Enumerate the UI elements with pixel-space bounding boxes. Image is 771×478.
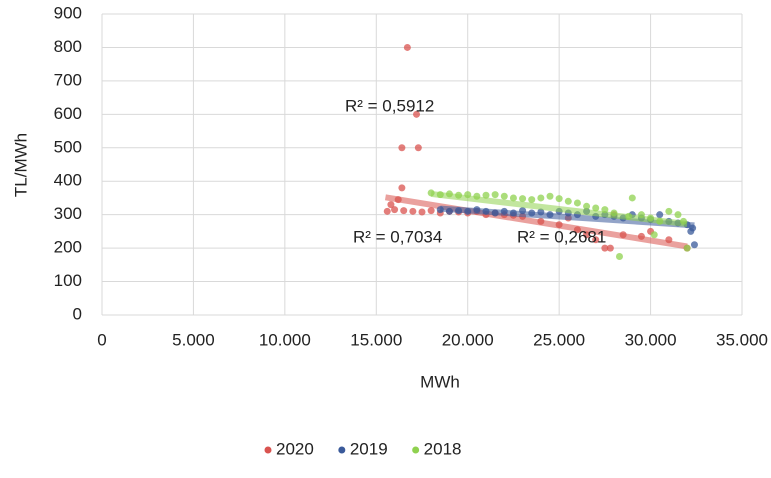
point (400, 207, 408, 215)
y-tick-label: 600 (54, 104, 82, 123)
y-tick-label: 400 (54, 171, 82, 190)
y-tick-label: 700 (54, 70, 82, 89)
point (690, 241, 698, 249)
legend-marker (412, 446, 420, 454)
point (592, 236, 600, 244)
legend-label: 2020 (276, 439, 314, 458)
x-tick-label: 5.000 (172, 330, 215, 349)
annotation: R² = 0,2681 (517, 227, 606, 246)
x-tick-label: 25.000 (533, 330, 585, 349)
point (687, 227, 695, 235)
point (403, 43, 411, 51)
point (500, 192, 508, 200)
x-tick-label: 10.000 (259, 330, 311, 349)
y-tick-label: 500 (54, 137, 82, 156)
y-tick-label: 800 (54, 37, 82, 56)
point (650, 231, 658, 239)
y-tick-label: 100 (54, 271, 82, 290)
point (519, 195, 527, 203)
annotation: R² = 0,5912 (345, 96, 434, 115)
y-tick-label: 300 (54, 204, 82, 223)
point (656, 211, 664, 219)
point (387, 201, 395, 209)
annotation: R² = 0,7034 (353, 227, 442, 246)
y-tick-label: 0 (73, 304, 82, 323)
point (628, 194, 636, 202)
x-tick-label: 30.000 (625, 330, 677, 349)
point (491, 191, 499, 199)
point (398, 184, 406, 192)
point (482, 191, 490, 199)
point (546, 192, 554, 200)
legend-label: 2018 (424, 439, 462, 458)
legend-marker (338, 446, 346, 454)
legend-marker (264, 446, 272, 454)
point (391, 206, 399, 214)
x-tick-label: 15.000 (350, 330, 402, 349)
point (509, 194, 517, 202)
point (601, 244, 609, 252)
x-tick-label: 35.000 (716, 330, 768, 349)
point (414, 144, 422, 152)
point (606, 244, 614, 252)
point (592, 204, 600, 212)
point (674, 211, 682, 219)
point (409, 207, 417, 215)
y-tick-label: 200 (54, 238, 82, 257)
x-tick-label: 0 (97, 330, 106, 349)
x-tick-label: 20.000 (442, 330, 494, 349)
trendline (384, 194, 688, 250)
point (383, 207, 391, 215)
point (665, 207, 673, 215)
point (564, 197, 572, 205)
y-tick-label: 900 (54, 3, 82, 22)
point (583, 202, 591, 210)
point (413, 110, 421, 118)
x-axis-title: MWh (420, 372, 460, 391)
point (427, 207, 435, 215)
y-axis-title: TL/MWh (11, 133, 30, 197)
point (537, 194, 545, 202)
point (615, 252, 623, 260)
legend-label: 2019 (350, 439, 388, 458)
point (418, 208, 426, 216)
point (528, 196, 536, 204)
point (555, 195, 563, 203)
point (683, 244, 691, 252)
trendline (430, 190, 688, 228)
point (398, 144, 406, 152)
point (573, 199, 581, 207)
